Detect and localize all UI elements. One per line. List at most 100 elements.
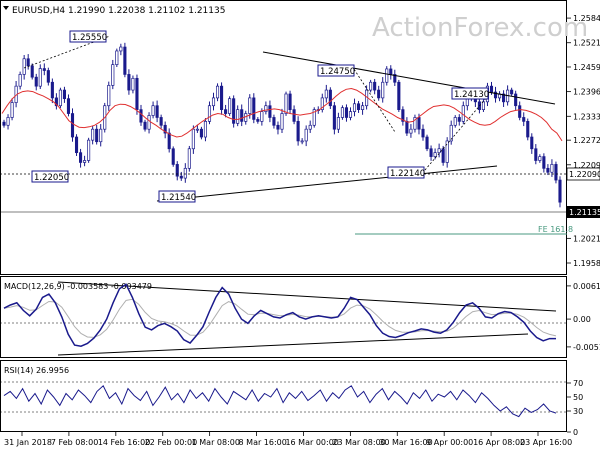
candle-body (22, 58, 26, 75)
candle-body (441, 148, 445, 163)
candle-body (413, 117, 417, 130)
macd-upper-trendline (57, 281, 557, 312)
candle-body (232, 98, 236, 124)
candle-body (6, 117, 10, 126)
price-tick-label: 1.25210 (573, 39, 600, 48)
candle-body (203, 121, 208, 138)
price-panel-frame (0, 0, 567, 275)
candle-body (127, 74, 131, 91)
candle-body (236, 109, 240, 124)
candle-body (373, 81, 377, 91)
candle-body (155, 105, 159, 118)
candle-body (240, 109, 244, 122)
candle-body (151, 105, 155, 116)
reference-price-tag: 1.22090 (566, 167, 600, 181)
candle-body (514, 93, 518, 107)
price-tick-label: 1.23960 (573, 88, 600, 97)
candle-body (171, 148, 175, 165)
macd-tick-label: 0.00 (573, 315, 591, 324)
svg-text:1.24750: 1.24750 (320, 67, 355, 77)
candle-body (107, 85, 111, 107)
candle-body (453, 117, 457, 126)
candle-body (111, 64, 115, 86)
macd-tick-label: -0.005124 (573, 343, 600, 352)
candle-body (135, 77, 139, 110)
candle-body (377, 89, 381, 99)
candle-body (481, 101, 485, 110)
candle-body (256, 119, 260, 122)
candle-body (58, 89, 62, 107)
current-price-tag: 1.21135 (567, 206, 600, 218)
rsi-line (3, 384, 557, 418)
candle-body (115, 50, 119, 65)
candle-body (224, 109, 228, 114)
lower-trendline (156, 165, 498, 202)
candle-body (336, 117, 340, 130)
candle-body (10, 102, 14, 118)
candle-body (296, 121, 300, 142)
candle-body (558, 179, 562, 203)
annotation-1-24750: 1.24750 (317, 64, 355, 77)
candle-body (292, 109, 296, 122)
candle-body (502, 93, 506, 103)
candle-body (252, 97, 256, 120)
time-tick-label: 22 Feb 00:00 (145, 438, 197, 447)
svg-text:1.21135: 1.21135 (569, 208, 600, 217)
candle-body (312, 109, 316, 126)
candle-body (18, 74, 22, 87)
price-tick-label: 1.20210 (573, 234, 600, 243)
candle-body (300, 140, 304, 143)
candle-body (421, 128, 425, 138)
candle-body (199, 128, 203, 138)
price-tick-label: 1.24590 (573, 63, 600, 72)
watermark: ActionForex.com (372, 13, 588, 43)
candle-body (381, 81, 385, 99)
candle-body (344, 107, 349, 118)
candle-body (46, 70, 50, 83)
candle-body (123, 46, 127, 75)
candle-body (510, 89, 514, 95)
time-tick-label: 7 Feb 08:00 (51, 438, 98, 447)
candle-body (449, 124, 453, 142)
candle-body (369, 81, 373, 91)
dotted-wave-line-2 (351, 65, 396, 133)
svg-text:1.21540: 1.21540 (161, 193, 196, 203)
candle-body (324, 89, 328, 99)
candle-body (356, 103, 361, 110)
candle-body (191, 128, 195, 150)
rsi-tick-label: 50 (573, 393, 583, 402)
candle-body (550, 164, 554, 173)
candle-body (66, 98, 71, 114)
candle-body (215, 85, 220, 99)
candle-body (95, 128, 99, 143)
candle-body (54, 97, 58, 107)
dotted-wave-line-3 (424, 95, 489, 171)
candle-body (530, 136, 534, 150)
candle-body (437, 148, 441, 154)
candle-body (268, 105, 272, 118)
annotation-1-25550: 1.25550 (69, 30, 107, 43)
svg-text:1.25550: 1.25550 (72, 33, 107, 43)
candle-body (425, 136, 429, 150)
candle-body (264, 105, 268, 112)
price-tick-label: 1.19580 (573, 259, 600, 268)
time-tick-label: 23 Mar 08:00 (332, 438, 385, 447)
price-axis: 1.25840 1.25210 1.24590 1.23960 1.23330 1.227… (567, 14, 600, 268)
candle-body (83, 160, 87, 163)
candle-body (99, 128, 103, 143)
candle-body (518, 105, 522, 118)
time-tick-label: 14 Feb 16:00 (98, 438, 150, 447)
time-tick-label: 16 Mar 00:00 (285, 438, 338, 447)
candle-body (526, 121, 530, 138)
candle-body (554, 164, 558, 181)
candle-body (538, 156, 542, 161)
candle-body (183, 167, 187, 179)
candle-body (393, 74, 397, 83)
candle-body (272, 117, 276, 126)
candle-body (332, 105, 336, 130)
price-tick-label: 1.25840 (573, 14, 600, 23)
candle-body (304, 128, 308, 142)
macd-lower-trendline (57, 333, 529, 356)
